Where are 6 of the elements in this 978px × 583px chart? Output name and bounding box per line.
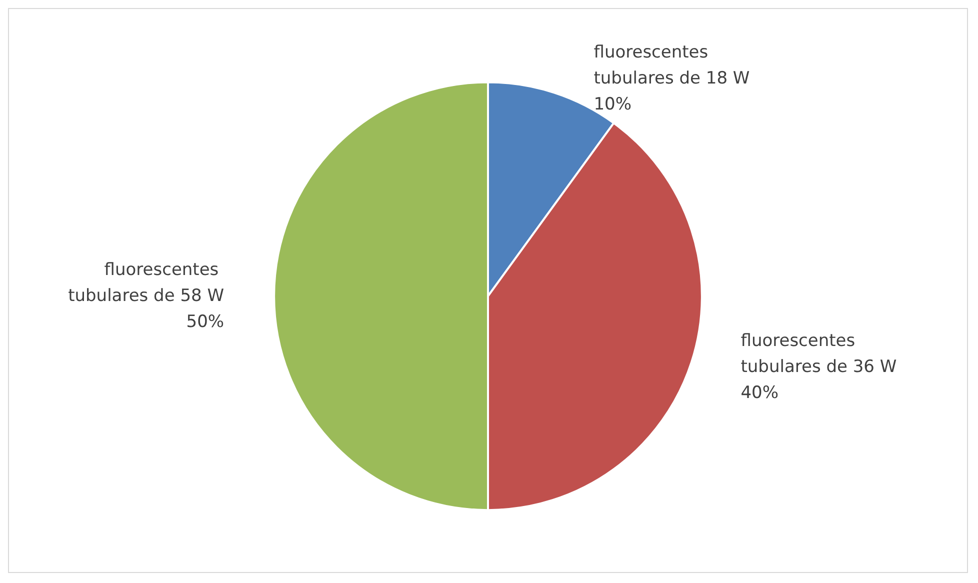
slice-label: fluorescentes tubulares de 58 W <box>68 260 224 306</box>
slice-label: fluorescentes tubulares de 36 W <box>740 330 897 377</box>
data-label: 10% <box>594 94 632 114</box>
data-label: 50% <box>186 312 224 332</box>
data-label: 40% <box>740 382 779 403</box>
slice-label: fluorescentes tubulares de 18 W <box>594 42 750 88</box>
